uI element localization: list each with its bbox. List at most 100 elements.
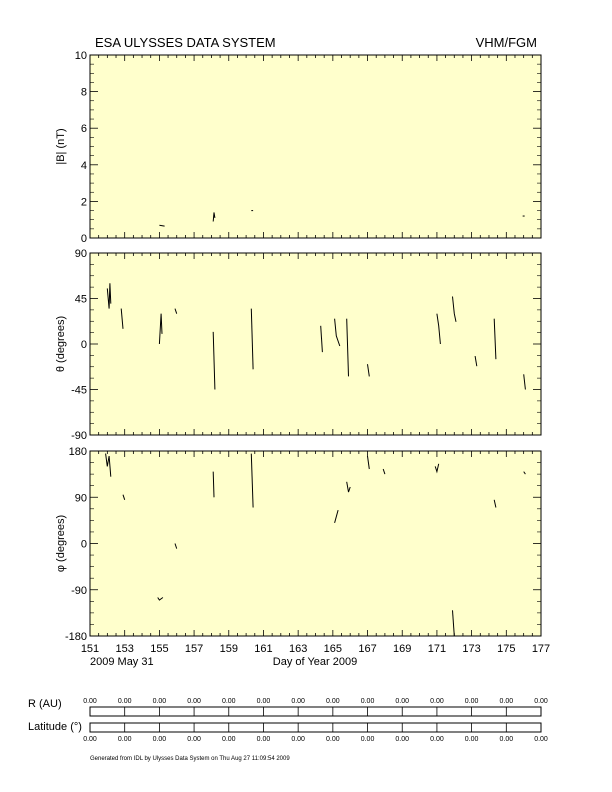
data-series-2-segment-3 <box>174 543 178 549</box>
footer-row-label: R (AU) <box>28 698 62 710</box>
y-tick-label: 180 <box>69 446 87 458</box>
y-tick-label: 2 <box>81 196 87 208</box>
footer-value: 0.00 <box>326 698 340 705</box>
footer-row-0: R (AU) 0.00 0.00 0.00 0.00 0.00 0.00 0.00 0.00 0.… <box>28 698 548 717</box>
footer-value: 0.00 <box>430 736 444 743</box>
footer-value: 0.00 <box>83 698 97 705</box>
data-series-2-segment-6 <box>334 509 339 524</box>
y-axis-label: θ (degrees) <box>55 316 67 372</box>
footer-value: 0.00 <box>118 698 132 705</box>
y-tick-label: 8 <box>81 87 87 99</box>
instrument-label: VHM/FGM <box>476 35 537 50</box>
y-tick-label: 4 <box>81 160 87 172</box>
data-series-1-segment-5 <box>250 308 254 370</box>
footer-row-frame <box>89 722 542 733</box>
footer-value: 0.00 <box>430 698 444 705</box>
data-series-1-segment-3 <box>174 308 178 314</box>
footer-value: 0.00 <box>257 736 271 743</box>
footer-value: 0.00 <box>222 698 236 705</box>
panel-1-frame <box>89 252 542 436</box>
x-tick-label: 167 <box>358 643 376 655</box>
data-series-2-segment-1 <box>122 494 126 500</box>
footer-value: 0.00 <box>187 698 201 705</box>
x-tick-label: 157 <box>185 643 203 655</box>
panel-0-frame <box>89 54 542 239</box>
data-series-2-segment-11 <box>452 610 455 637</box>
footer-value: 0.00 <box>118 736 132 743</box>
footer-value: 0.00 <box>291 736 305 743</box>
footer-value: 0.00 <box>499 736 513 743</box>
y-tick-label: 45 <box>75 294 87 306</box>
data-series-2-segment-12 <box>493 499 497 508</box>
footer-value: 0.00 <box>395 736 409 743</box>
y-axis-label: |B| (nT) <box>55 128 67 164</box>
data-series-2-segment-5 <box>250 453 254 508</box>
footer-value: 0.00 <box>534 698 548 705</box>
y-tick-label: 6 <box>81 123 87 135</box>
y-tick-label: -90 <box>71 430 87 442</box>
x-tick-label: 169 <box>393 643 411 655</box>
footer-row-frame <box>89 706 542 717</box>
data-series-1-segment-6 <box>320 325 323 353</box>
data-series-2-segment-2 <box>157 597 164 601</box>
data-series-1-segment-2 <box>158 313 163 345</box>
panel-2-frame <box>89 450 542 637</box>
y-tick-label: -45 <box>71 385 87 397</box>
data-series-0-segment-1 <box>212 212 216 222</box>
y-tick-label: 0 <box>81 539 87 551</box>
data-series-2-segment-4 <box>212 471 215 498</box>
x-tick-label: 159 <box>220 643 238 655</box>
data-series-1-segment-4 <box>212 331 216 390</box>
footer-value: 0.00 <box>361 698 375 705</box>
x-tick-label: 173 <box>462 643 480 655</box>
data-series-1-segment-1 <box>120 308 124 329</box>
footer-value: 0.00 <box>534 736 548 743</box>
footer-value: 0.00 <box>153 698 167 705</box>
data-series-2-segment-8 <box>367 456 370 470</box>
y-tick-label: -90 <box>71 585 87 597</box>
x-tick-label: 155 <box>150 643 168 655</box>
x-tick-label: 175 <box>497 643 515 655</box>
x-tick-label: 165 <box>324 643 342 655</box>
chart-title: ESA ULYSSES DATA SYSTEM <box>95 35 276 50</box>
x-axis-label: Day of Year 2009 <box>273 656 357 668</box>
data-series-1-segment-8 <box>346 318 349 377</box>
y-tick-label: 0 <box>81 233 87 245</box>
footer-value: 0.00 <box>465 736 479 743</box>
y-tick-label: 0 <box>81 339 87 351</box>
data-series-2-segment-13 <box>523 471 526 475</box>
data-series-2-segment-0 <box>105 453 112 477</box>
x-tick-label: 171 <box>428 643 446 655</box>
credit-line: Generated from IDL by Ulysses Data Syste… <box>90 756 290 762</box>
data-series-1-segment-0 <box>106 283 112 309</box>
data-series-2-segment-9 <box>382 468 386 475</box>
x-date-label: 2009 May 31 <box>90 656 154 668</box>
x-tick-label: 161 <box>254 643 272 655</box>
y-tick-label: 10 <box>75 50 87 62</box>
x-tick-label: 151 <box>81 643 99 655</box>
x-tick-label: 177 <box>532 643 550 655</box>
data-series-1-segment-12 <box>474 356 478 367</box>
footer-row-1: Latitude (°)0.00 0.00 0.00 0.00 0.00 0.00 0.00… <box>28 721 548 743</box>
y-axis-label: φ (degrees) <box>55 515 67 572</box>
data-series-1-segment-9 <box>367 364 370 377</box>
panel-0: 0 2 4 6 8 10 |B| (nT) <box>55 50 542 245</box>
footer-value: 0.00 <box>187 736 201 743</box>
y-tick-label: 90 <box>75 248 87 260</box>
data-series-1-segment-10 <box>436 313 441 345</box>
x-tick-label: 153 <box>116 643 134 655</box>
footer-value: 0.00 <box>222 736 236 743</box>
ephemeris-footer: R (AU) 0.00 0.00 0.00 0.00 0.00 0.00 0.00 0.00 0.… <box>28 698 548 762</box>
footer-value: 0.00 <box>83 736 97 743</box>
footer-value: 0.00 <box>326 736 340 743</box>
footer-value: 0.00 <box>395 698 409 705</box>
data-series-1-segment-14 <box>523 374 526 390</box>
y-tick-label: -180 <box>65 631 87 643</box>
x-tick-label: 163 <box>289 643 307 655</box>
footer-value: 0.00 <box>465 698 479 705</box>
data-series-0-segment-0 <box>159 224 165 227</box>
chart-panels: 0 2 4 6 8 10 |B| (nT) -90 -45 0 45 90 θ (degrees) -18… <box>55 50 550 668</box>
footer-value: 0.00 <box>361 736 375 743</box>
data-series-1-segment-7 <box>334 318 341 347</box>
